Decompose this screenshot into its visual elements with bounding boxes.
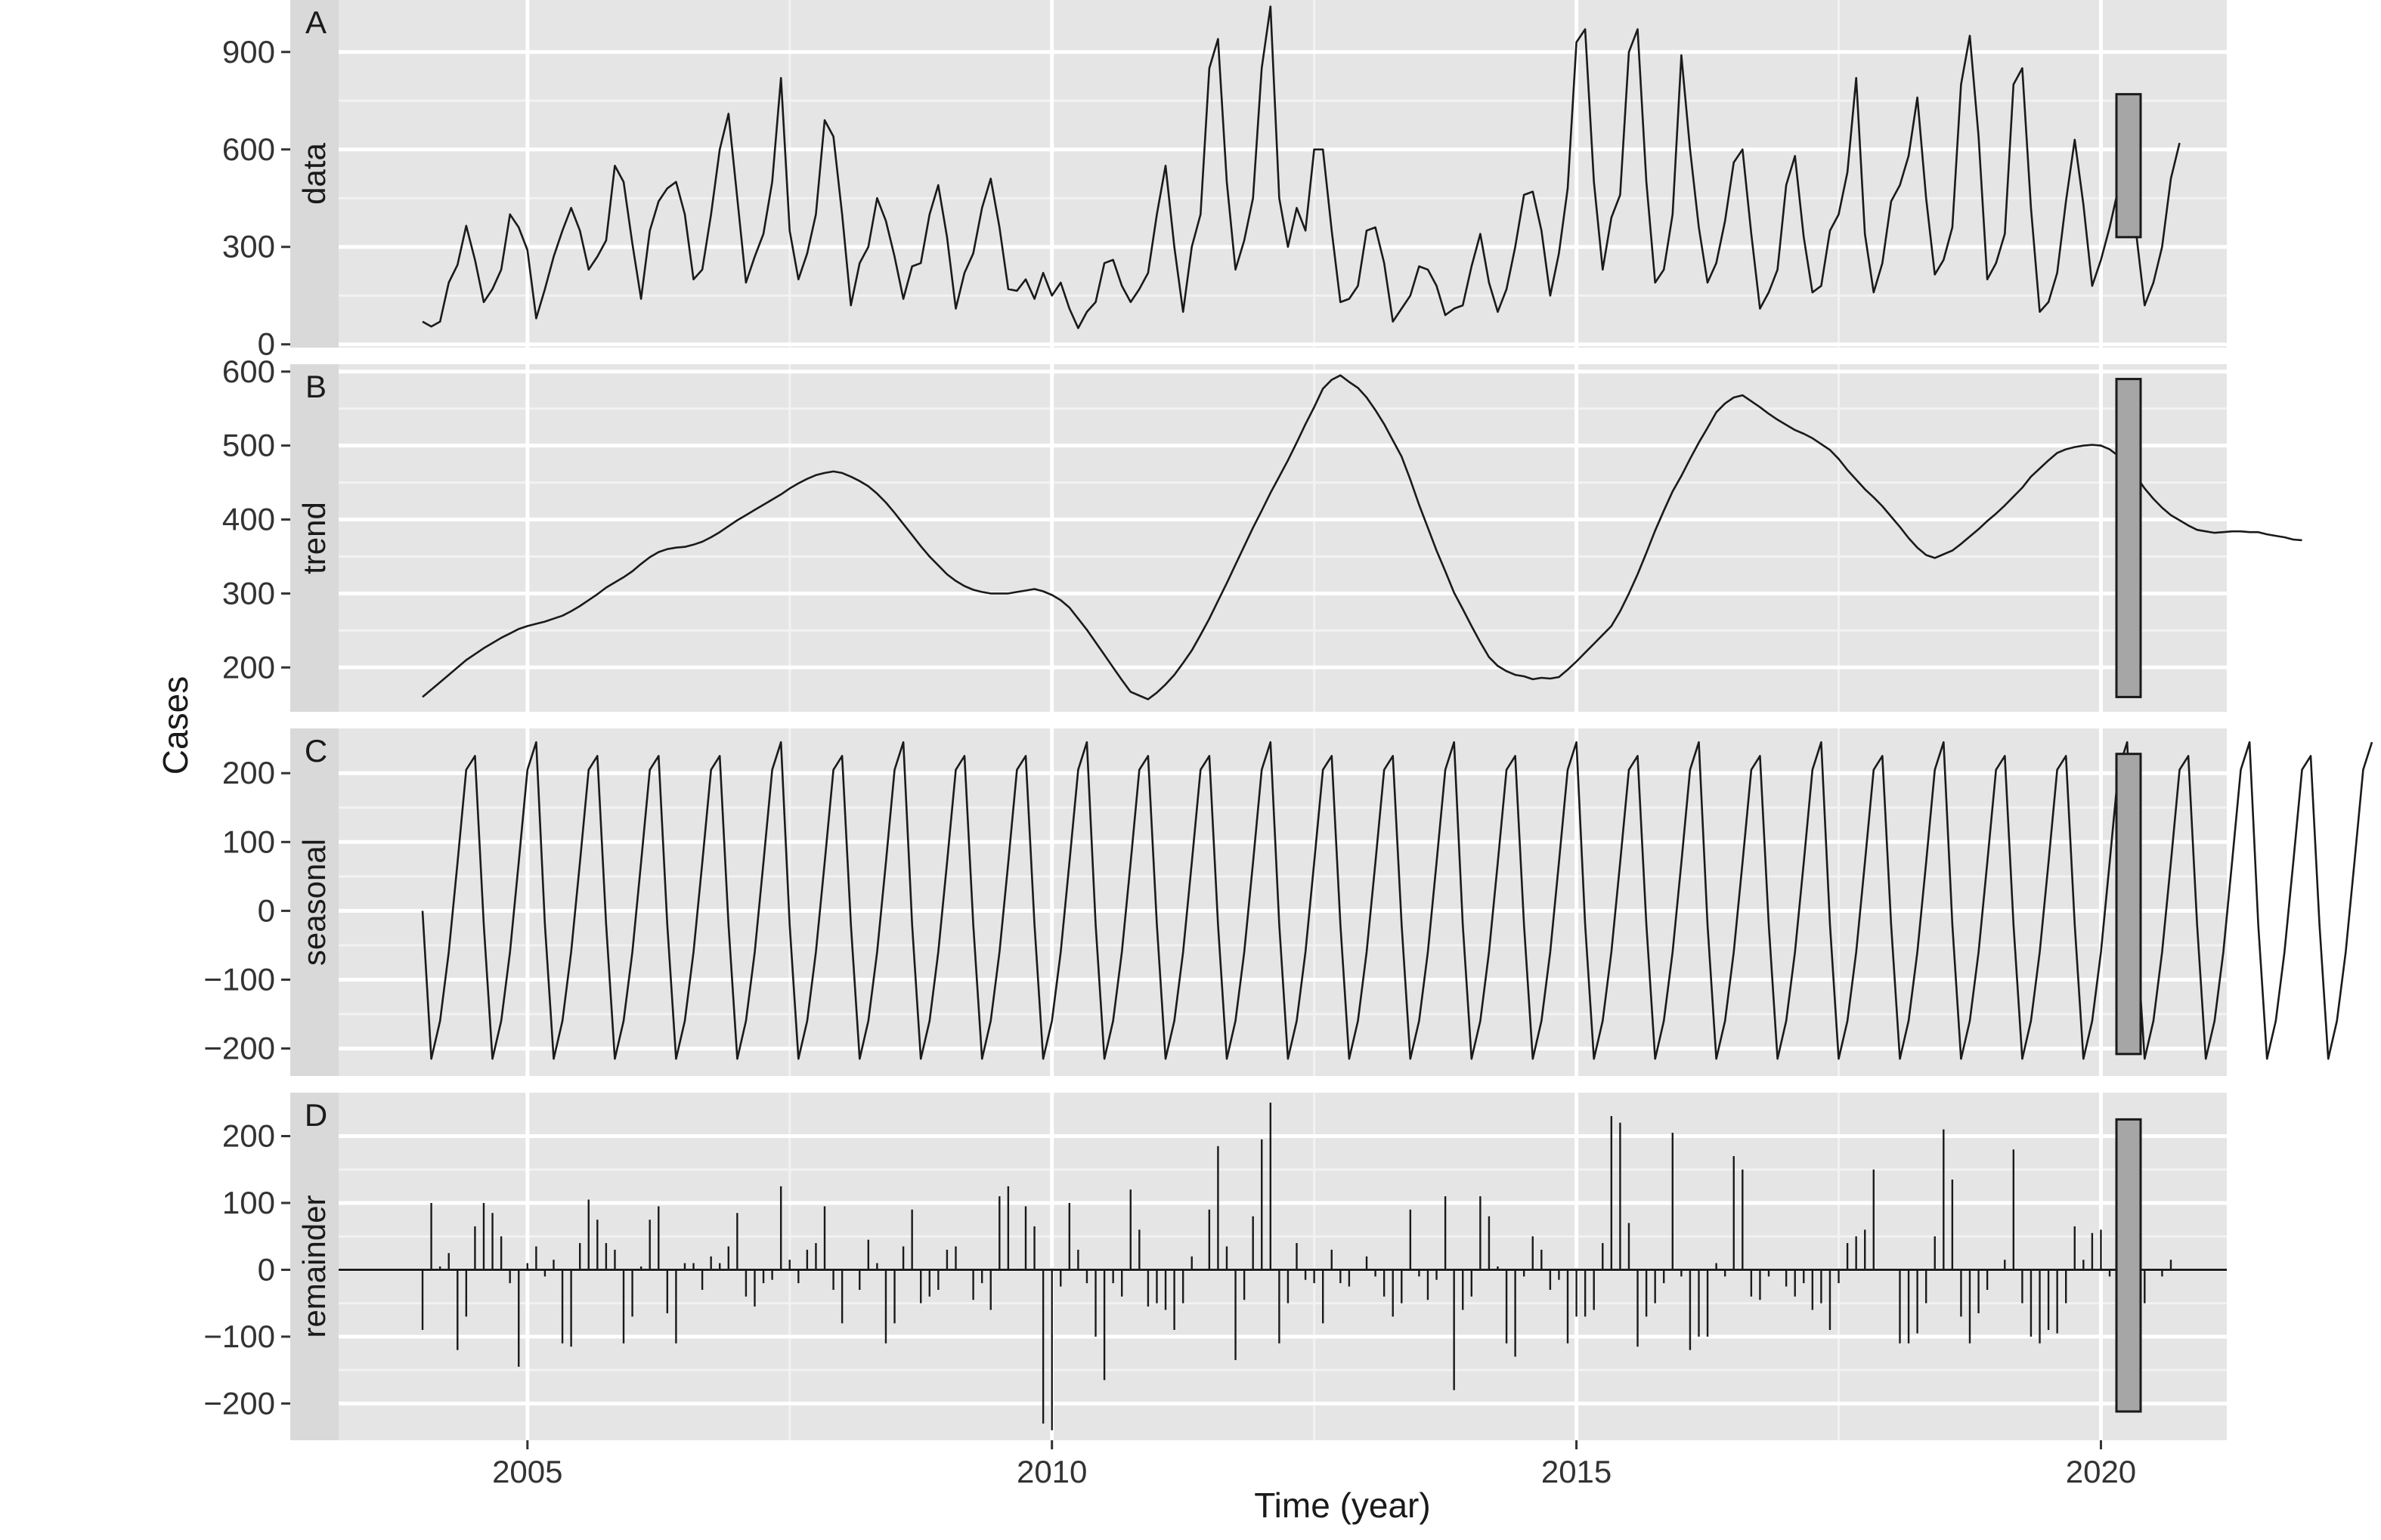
x-tick-label: 2015 <box>1541 1454 1612 1489</box>
panel-letter: B <box>305 369 327 404</box>
strip-label: seasonal <box>296 839 332 966</box>
range-bar <box>2115 753 2142 1056</box>
y-tick-label: −100 <box>203 1319 275 1354</box>
panel-remainder: −200 −100 0 100 200 remainder D <box>203 1093 2227 1440</box>
panel-trend: 200 300 400 500 600 trend B <box>222 354 2302 712</box>
range-bar <box>2115 93 2142 239</box>
strip-label: remainder <box>296 1195 332 1337</box>
y-tick-label: 300 <box>222 229 275 264</box>
panel-seasonal: −200 −100 0 100 200 seasonal C <box>203 728 2373 1076</box>
x-axis-title: Time (year) <box>1254 1486 1430 1525</box>
strip-trend <box>290 364 339 712</box>
panel-data: 0 300 600 900 data A <box>222 0 2227 362</box>
panel-background <box>339 1093 2227 1440</box>
panel-background <box>339 364 2227 712</box>
y-tick-label: −200 <box>203 1385 275 1421</box>
strip-label: trend <box>296 502 332 574</box>
x-tick-label: 2010 <box>1017 1454 1087 1489</box>
y-tick-label: 100 <box>222 824 275 859</box>
y-tick-label: 0 <box>258 326 275 362</box>
y-tick-label: 600 <box>222 354 275 389</box>
y-tick-label: 300 <box>222 575 275 611</box>
x-axis: 2005 2010 2015 2020 <box>492 1440 2136 1489</box>
y-tick-label: 0 <box>258 1251 275 1287</box>
y-tick-label: 0 <box>258 892 275 928</box>
panel-letter: D <box>305 1097 327 1133</box>
y-tick-label: 500 <box>222 428 275 463</box>
x-tick-label: 2020 <box>2066 1454 2136 1489</box>
y-tick-label: 200 <box>222 1118 275 1154</box>
strip-remainder <box>290 1093 339 1440</box>
y-tick-label: 900 <box>222 34 275 70</box>
panel-letter: C <box>305 733 327 768</box>
strip-seasonal <box>290 728 339 1076</box>
range-bar <box>2115 378 2142 698</box>
x-tick-label: 2005 <box>492 1454 562 1489</box>
strip-label: data <box>296 142 332 204</box>
panel-background <box>339 728 2227 1076</box>
y-axis-title: Cases <box>156 676 195 775</box>
y-tick-label: −100 <box>203 961 275 997</box>
seasonal-series-line <box>421 741 2373 1060</box>
panels-layer: 0 300 600 900 data A 200 300 400 500 600 trend B −200… <box>203 0 2373 1440</box>
strip-data <box>290 0 339 348</box>
panel-letter: A <box>305 5 327 40</box>
y-tick-label: 400 <box>222 502 275 537</box>
y-tick-label: 600 <box>222 131 275 167</box>
y-tick-label: 100 <box>222 1185 275 1220</box>
range-bar <box>2115 1118 2142 1413</box>
trend-series-line <box>422 374 2302 700</box>
y-tick-label: 200 <box>222 649 275 685</box>
data-series-line <box>422 5 2181 329</box>
y-tick-label: 200 <box>222 755 275 790</box>
y-tick-label: −200 <box>203 1031 275 1066</box>
panel-background <box>339 0 2227 348</box>
